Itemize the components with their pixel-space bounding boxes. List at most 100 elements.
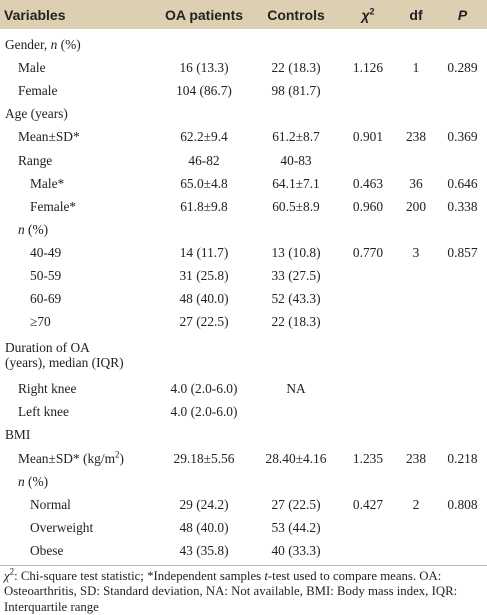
text: t [264,568,268,583]
row: 40-49 14 (11.7) 13 (10.8) 0.770 3 0.857 [0,241,487,264]
cell [342,148,394,171]
cell [394,377,438,400]
cell: Male* [30,175,65,191]
cell: Range [18,152,53,168]
cell: 22 (18.3) [271,314,321,330]
cell: 48 (40.0) [179,519,229,535]
cell: 50-59 [30,267,62,283]
superscript: 2 [9,566,15,577]
cell [342,264,394,287]
cell: 28.40±4.16 [265,450,327,466]
cell: 27 (22.5) [271,496,321,512]
cell [250,333,342,377]
cell: 0.427 [352,496,384,512]
row: Mean±SD* (kg/m2) 29.18±5.56 28.40±4.16 1.23… [0,447,487,470]
cell [438,400,487,423]
cell [438,79,487,102]
row: Gender, n (%) [0,29,487,56]
cell: 60-69 [30,291,62,307]
cell: Left knee [18,404,69,420]
cell: 98 (81.7) [271,83,321,99]
table-header: Variables OA patients Controls χ2 df P [0,0,487,29]
text: ) [119,450,124,466]
cell: n (%) [0,218,487,241]
row: Duration of OA (years), median (IQR) [0,333,487,377]
cell: 40-49 [30,244,62,260]
cell: 62.2±9.4 [180,129,228,145]
cell [342,400,394,423]
cell: 200 [405,198,427,214]
cell: 40 (33.3) [271,542,321,558]
cell: 27 (22.5) [179,314,229,330]
cell: 104 (86.7) [176,83,232,99]
cell [394,310,438,333]
cell [342,333,394,377]
cell: 0.857 [447,244,478,260]
cell: 1.235 [352,450,384,466]
cell [342,310,394,333]
row: Age (years) [0,102,487,125]
header-cell: Variables [4,6,66,23]
cell: 60.5±8.9 [272,198,320,214]
text: (%) [57,37,81,53]
header-cell: χ2 [342,0,394,29]
row: Female* 61.8±9.8 60.5±8.9 0.960 200 0.338 [0,195,487,218]
cell: Duration of OA (years), median (IQR) [5,340,124,371]
text: (%) [24,221,49,237]
cell [438,539,487,562]
cell: Obese [30,542,64,558]
cell: 53 (44.2) [271,519,321,535]
cell [438,516,487,539]
row: n (%) [0,218,487,241]
cell: Male [18,60,46,76]
text: (%) [24,473,49,489]
cell: 2 [412,496,420,512]
text: -test used to compare means. OA: Osteoar… [4,568,458,614]
cell: 61.8±9.8 [180,198,228,214]
cell: 36 [409,175,423,191]
cell: 64.1±7.1 [272,175,320,191]
cell [438,287,487,310]
cell: 29 (24.2) [179,496,229,512]
cell: 22 (18.3) [271,60,321,76]
cell: Overweight [30,519,94,535]
row: Variables OA patients Controls χ2 df P [0,0,487,29]
cell: 1.126 [352,60,384,76]
text: n [50,37,58,53]
cell [342,79,394,102]
table-body: Gender, n (%) Male 16 (13.3) 22 (18.3) 1.12… [0,29,487,562]
cell: Right knee [18,381,77,397]
cell: 46-82 [188,152,220,168]
row: BMI [0,423,487,446]
cell: 0.960 [352,198,384,214]
cell: Age (years) [5,106,68,122]
cell: 16 (13.3) [179,60,229,76]
cell [158,333,250,377]
row: 60-69 48 (40.0) 52 (43.3) [0,287,487,310]
row: Normal 29 (24.2) 27 (22.5) 0.427 2 0.808 [0,493,487,516]
cell: 40-83 [280,152,312,168]
text: : Chi-square test statistic; *Independen… [14,568,265,583]
row: Range 46-82 40-83 [0,148,487,171]
cell: 0.808 [447,496,478,512]
cell: 0.338 [447,198,478,214]
cell: 29.18±5.56 [173,450,235,466]
cell: Female* [30,198,77,214]
row: Mean±SD* 62.2±9.4 61.2±8.7 0.901 238 0.369 [0,125,487,148]
cell [394,516,438,539]
cell [250,400,342,423]
cell: Female [18,83,58,99]
cell: 238 [405,129,427,145]
row: Male 16 (13.3) 22 (18.3) 1.126 1 0.289 [0,56,487,79]
cell [394,400,438,423]
cell [438,333,487,377]
header-cell: P [438,0,487,29]
text: n [18,221,25,237]
text: χ [4,568,10,583]
cell [438,264,487,287]
cell: Gender, n (%) [0,29,487,56]
cell [394,264,438,287]
text: χ [361,6,370,23]
cell: 0.646 [447,175,478,191]
text: Mean±SD* (kg/m [18,450,115,466]
